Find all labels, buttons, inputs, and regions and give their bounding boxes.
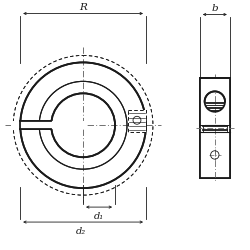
Bar <box>128 110 146 132</box>
Bar <box>200 78 230 178</box>
Bar <box>11 121 53 129</box>
Bar <box>225 78 230 125</box>
Text: d₂: d₂ <box>76 227 86 236</box>
Bar <box>11 121 87 129</box>
Text: b: b <box>212 4 218 13</box>
Bar <box>200 78 205 125</box>
Text: R: R <box>79 2 87 12</box>
Text: d₁: d₁ <box>94 212 104 221</box>
Bar <box>200 78 230 92</box>
Bar <box>200 78 230 178</box>
